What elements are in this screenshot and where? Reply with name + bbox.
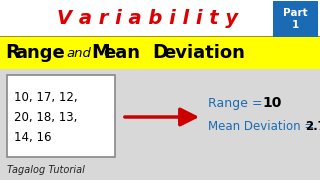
Text: 10: 10 <box>262 96 281 110</box>
Text: 2.75: 2.75 <box>305 120 320 132</box>
Text: Mean Deviation =: Mean Deviation = <box>208 120 318 132</box>
Text: 14, 16: 14, 16 <box>14 130 52 143</box>
Text: ange: ange <box>15 44 65 62</box>
FancyBboxPatch shape <box>7 75 115 157</box>
Text: eviation: eviation <box>163 44 245 62</box>
Text: Tagalog Tutorial: Tagalog Tutorial <box>7 165 85 175</box>
Text: R: R <box>5 44 20 62</box>
Text: V a r i a b i l i t y: V a r i a b i l i t y <box>57 10 239 28</box>
Text: M: M <box>91 44 110 62</box>
Text: ean: ean <box>103 44 140 62</box>
FancyBboxPatch shape <box>273 1 318 37</box>
Text: D: D <box>152 44 168 62</box>
Text: 10, 17, 12,: 10, 17, 12, <box>14 91 78 104</box>
Text: Part
1: Part 1 <box>283 8 307 30</box>
FancyBboxPatch shape <box>0 37 320 69</box>
FancyBboxPatch shape <box>0 0 320 37</box>
FancyBboxPatch shape <box>0 69 320 180</box>
Text: 20, 18, 13,: 20, 18, 13, <box>14 111 77 123</box>
Text: and: and <box>66 47 91 60</box>
Text: Range =: Range = <box>208 96 270 109</box>
